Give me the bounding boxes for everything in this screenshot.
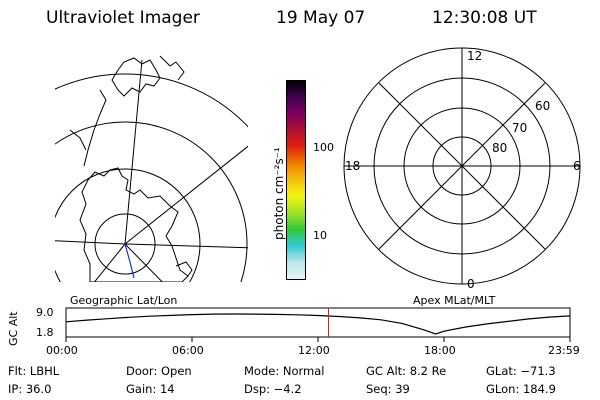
latitude-circle	[55, 121, 248, 282]
altitude-line	[65, 313, 571, 335]
colorbar-tick-100: 100	[313, 141, 334, 154]
y-axis-label: GC Alt	[7, 311, 20, 346]
coastline	[159, 55, 185, 81]
landmass-outline	[111, 57, 161, 97]
seq-value: Seq: 39	[366, 382, 410, 396]
colorbar-gradient	[287, 81, 305, 279]
track-line	[124, 243, 135, 279]
meridian-line	[93, 243, 126, 282]
colorbar	[286, 80, 306, 280]
left-panel-caption: Geographic Lat/Lon	[70, 294, 178, 307]
mlat-label-80: 80	[492, 141, 507, 155]
antarctica-outline	[79, 167, 189, 282]
latitude-circle	[55, 168, 201, 282]
date-label: 19 May 07	[276, 8, 366, 28]
meridian-line	[124, 145, 248, 245]
coastline	[83, 89, 107, 167]
y-tick-1-8: 1.8	[36, 326, 54, 339]
x-tick-label: 18:00	[424, 344, 456, 357]
glat-value: GLat: −71.3	[486, 364, 556, 378]
right-panel-caption: Apex MLat/MLT	[413, 294, 496, 307]
latitude-circle	[94, 213, 156, 275]
x-tick-label: 06:00	[172, 344, 204, 357]
mlt-label-6: 6	[573, 159, 581, 173]
mode-value: Mode: Normal	[244, 364, 325, 378]
meridian-line	[124, 243, 248, 249]
filter-value: Flt: LBHL	[8, 364, 60, 378]
door-status: Door: Open	[126, 364, 192, 378]
gc-alt-value: GC Alt: 8.2 Re	[366, 364, 447, 378]
meridian-line	[124, 59, 143, 245]
mlat-label-60: 60	[535, 99, 550, 113]
glon-value: GLon: 184.9	[486, 382, 556, 396]
island-outline	[175, 261, 193, 277]
mlat-label-70: 70	[512, 121, 527, 135]
ip-value: IP: 36.0	[8, 382, 52, 396]
latitude-circle	[55, 73, 248, 128]
meridian-line	[124, 243, 164, 282]
instrument-title: Ultraviolet Imager	[46, 8, 200, 28]
x-tick-label: 23:59	[548, 344, 580, 357]
gain-value: Gain: 14	[126, 382, 175, 396]
coastline	[69, 129, 87, 151]
time-label: 12:30:08 UT	[432, 8, 537, 28]
mlt-meridian	[378, 82, 546, 250]
x-tick-label: 12:00	[298, 344, 330, 357]
mlt-label-0: 0	[467, 277, 475, 291]
dsp-value: Dsp: −4.2	[244, 382, 302, 396]
y-tick-9: 9.0	[36, 306, 54, 319]
mlt-label-12: 12	[467, 49, 482, 63]
colorbar-tick-10: 10	[313, 229, 327, 242]
mlt-label-18: 18	[345, 159, 360, 173]
meridian-line	[55, 240, 126, 245]
x-tick-label: 00:00	[46, 344, 78, 357]
